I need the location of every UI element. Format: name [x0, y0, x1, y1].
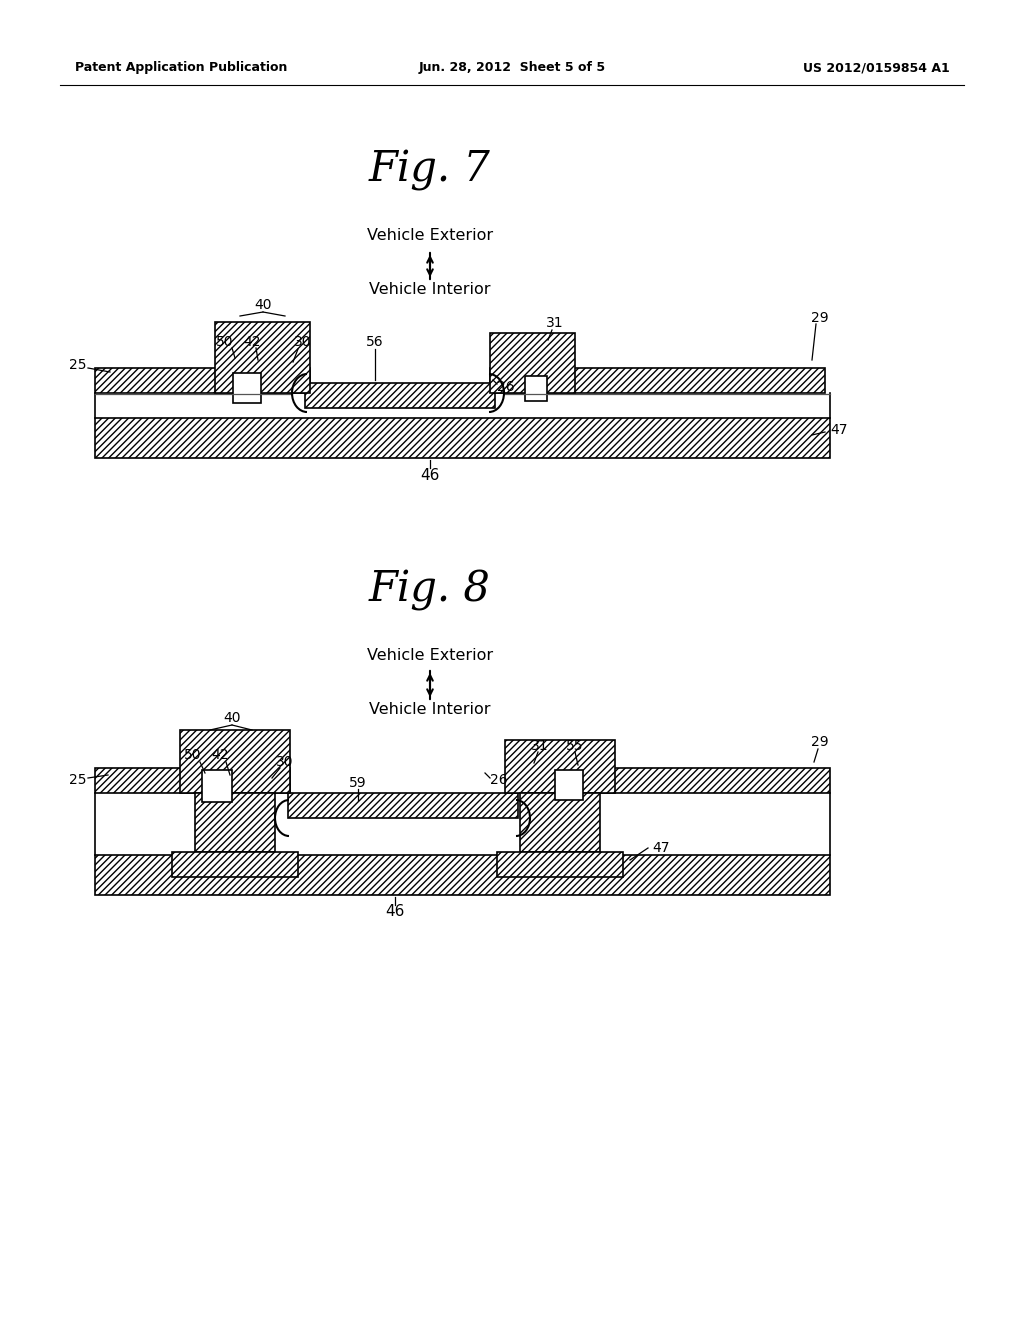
- Polygon shape: [95, 855, 830, 895]
- Text: Vehicle Exterior: Vehicle Exterior: [367, 227, 494, 243]
- Text: 31: 31: [546, 315, 564, 330]
- Text: Jun. 28, 2012  Sheet 5 of 5: Jun. 28, 2012 Sheet 5 of 5: [419, 62, 605, 74]
- Polygon shape: [202, 770, 232, 803]
- Text: 46: 46: [420, 467, 439, 483]
- Polygon shape: [172, 851, 298, 876]
- Polygon shape: [233, 374, 261, 403]
- Polygon shape: [515, 768, 830, 793]
- Polygon shape: [505, 741, 615, 793]
- Text: 50: 50: [216, 335, 233, 348]
- Polygon shape: [555, 770, 583, 800]
- Polygon shape: [305, 383, 495, 408]
- Text: 59: 59: [349, 776, 367, 789]
- Text: Vehicle Interior: Vehicle Interior: [370, 702, 490, 718]
- Polygon shape: [215, 322, 310, 393]
- Text: 29: 29: [811, 312, 828, 325]
- Text: Fig. 7: Fig. 7: [369, 149, 490, 191]
- Text: Fig. 8: Fig. 8: [369, 569, 490, 611]
- Polygon shape: [180, 730, 290, 793]
- Polygon shape: [288, 793, 518, 818]
- Text: 42: 42: [211, 748, 228, 762]
- Text: US 2012/0159854 A1: US 2012/0159854 A1: [803, 62, 950, 74]
- Text: 46: 46: [385, 904, 404, 920]
- Text: 42: 42: [244, 335, 261, 348]
- Polygon shape: [525, 376, 547, 401]
- Text: 31: 31: [531, 739, 549, 752]
- Text: 30: 30: [294, 335, 311, 348]
- Text: 47: 47: [830, 422, 848, 437]
- Text: Patent Application Publication: Patent Application Publication: [75, 62, 288, 74]
- Polygon shape: [95, 368, 310, 393]
- Text: 50: 50: [184, 748, 202, 762]
- Text: 40: 40: [254, 298, 271, 312]
- Text: 29: 29: [811, 735, 828, 748]
- Text: 26: 26: [497, 380, 515, 393]
- Text: 55: 55: [566, 739, 584, 752]
- Text: 47: 47: [652, 841, 670, 855]
- Polygon shape: [95, 768, 290, 793]
- Polygon shape: [195, 793, 275, 851]
- Text: 26: 26: [490, 774, 508, 787]
- Polygon shape: [95, 418, 830, 458]
- Text: 56: 56: [367, 335, 384, 348]
- Polygon shape: [490, 368, 825, 393]
- Text: Vehicle Interior: Vehicle Interior: [370, 282, 490, 297]
- Polygon shape: [490, 333, 575, 393]
- Polygon shape: [520, 793, 600, 851]
- Text: 30: 30: [276, 755, 294, 770]
- Text: 25: 25: [70, 774, 87, 787]
- Text: 25: 25: [70, 358, 87, 372]
- Polygon shape: [497, 851, 623, 876]
- Text: 40: 40: [223, 711, 241, 725]
- Text: Vehicle Exterior: Vehicle Exterior: [367, 648, 494, 663]
